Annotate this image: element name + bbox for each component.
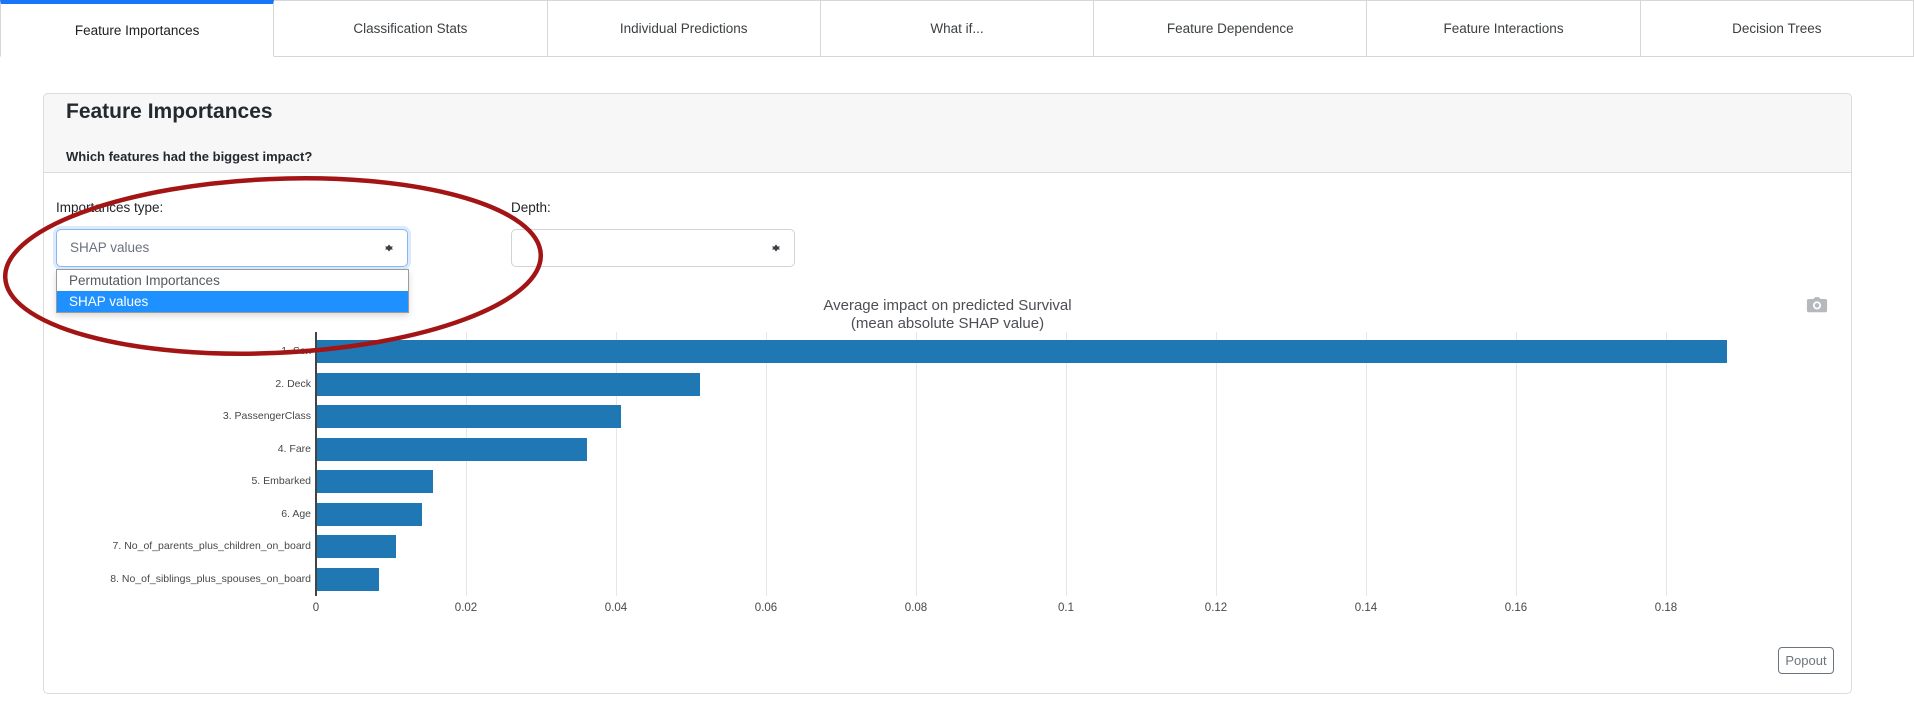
y-axis-label: 8. No_of_siblings_plus_spouses_on_board — [110, 572, 311, 585]
gridline — [1516, 332, 1517, 596]
camera-icon[interactable] — [1806, 296, 1828, 313]
bar — [317, 470, 433, 494]
x-axis-tick-label: 0.18 — [1654, 602, 1678, 614]
tab-individual-predictions[interactable]: Individual Predictions — [547, 0, 821, 57]
x-axis-tick-label: 0 — [312, 602, 320, 614]
gridline — [1666, 332, 1667, 596]
y-axis-label: 5. Embarked — [251, 475, 311, 488]
depth-label: Depth: — [511, 200, 551, 215]
x-axis-tick-label: 0.02 — [454, 602, 478, 614]
chart-title: Average impact on predicted Survival — [823, 297, 1072, 314]
chart-subtitle: (mean absolute SHAP value) — [850, 315, 1045, 332]
gridline — [616, 332, 617, 596]
x-axis-tick-label: 0.08 — [904, 602, 928, 614]
y-axis-label: 7. No_of_parents_plus_children_on_board — [112, 540, 311, 553]
tab-decision-trees[interactable]: Decision Trees — [1640, 0, 1914, 57]
bar — [317, 502, 422, 526]
x-axis-tick-label: 0.04 — [604, 602, 628, 614]
gridline — [916, 332, 917, 596]
popout-button[interactable]: Popout — [1778, 647, 1834, 674]
page-title: Feature Importances — [66, 100, 273, 123]
tab-what-if[interactable]: What if... — [820, 0, 1095, 57]
dropdown-option-shap-values[interactable]: SHAP values — [57, 291, 408, 312]
x-axis-tick-label: 0.14 — [1354, 602, 1378, 614]
gridline — [1366, 332, 1367, 596]
tab-label: Feature Interactions — [1443, 21, 1564, 36]
x-axis-tick-label: 0.06 — [754, 602, 778, 614]
tab-feature-dependence[interactable]: Feature Dependence — [1094, 0, 1368, 57]
tab-feature-interactions[interactable]: Feature Interactions — [1367, 0, 1641, 57]
tab-label: Individual Predictions — [619, 21, 748, 36]
tab-feature-importances[interactable]: Feature Importances — [0, 0, 275, 57]
depth-select[interactable] — [511, 229, 795, 267]
importances-type-select[interactable]: SHAP values — [56, 229, 408, 267]
y-axis-label: 1. Sex — [281, 345, 311, 357]
gridline — [466, 332, 467, 596]
bar — [317, 535, 396, 559]
gridline — [1216, 332, 1217, 596]
y-axis-label: 3. PassengerClass — [222, 410, 311, 423]
y-axis-label: 6. Age — [281, 507, 311, 520]
bar — [317, 405, 621, 429]
tab-bar: Feature Importances Classification Stats I… — [0, 0, 1914, 57]
card-header — [43, 93, 1852, 173]
tab-label: Feature Dependence — [1166, 21, 1294, 36]
page-subtitle: Which features had the biggest impact? — [66, 149, 313, 164]
bar — [317, 437, 587, 461]
importances-type-select-value: SHAP values — [70, 240, 150, 255]
up-down-arrows-icon — [384, 241, 394, 256]
importances-type-dropdown-list: Permutation Importances SHAP values — [56, 269, 409, 313]
bar — [317, 372, 700, 396]
x-axis-tick-label: 0.1 — [1058, 602, 1074, 614]
gridline — [766, 332, 767, 596]
y-axis-label: 2. Deck — [275, 377, 311, 390]
tab-label: Classification Stats — [353, 21, 468, 36]
importances-type-label: Importances type: — [56, 200, 164, 215]
bar — [317, 567, 379, 591]
tab-label: Feature Importances — [74, 22, 200, 38]
gridline — [1066, 332, 1067, 596]
x-axis-tick-label: 0.16 — [1504, 602, 1528, 614]
y-axis-line — [315, 332, 317, 596]
tab-label: What if... — [930, 21, 984, 36]
tab-label: Decision Trees — [1732, 21, 1822, 36]
x-axis-tick-label: 0.12 — [1204, 602, 1228, 614]
y-axis-label: 4. Fare — [277, 442, 311, 455]
up-down-arrows-icon — [771, 241, 781, 256]
tab-classification-stats[interactable]: Classification Stats — [274, 0, 548, 57]
bar — [317, 340, 1727, 363]
dropdown-option-permutation-importances[interactable]: Permutation Importances — [69, 273, 220, 288]
